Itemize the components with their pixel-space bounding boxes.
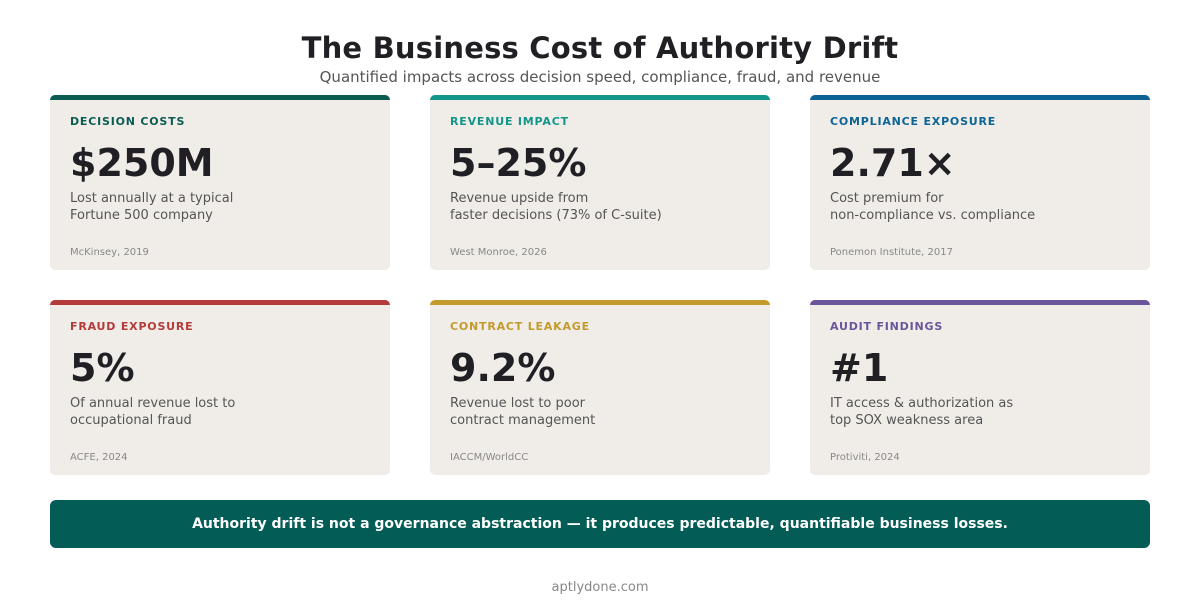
stat-card-decision-costs: DECISION COSTS $250M Lost annually at a … xyxy=(50,95,390,270)
card-accent-bar xyxy=(810,300,1150,305)
card-value: $250M xyxy=(70,141,214,185)
page-subtitle: Quantified impacts across decision speed… xyxy=(319,68,881,86)
card-accent-bar xyxy=(430,95,770,100)
card-description-line: contract management xyxy=(450,413,596,428)
stat-card-contract-leakage: CONTRACT LEAKAGE 9.2% Revenue lost to po… xyxy=(430,300,770,475)
card-description-line: Revenue lost to poor xyxy=(450,396,586,411)
card-label: CONTRACT LEAKAGE xyxy=(450,320,590,333)
card-description-line: Of annual revenue lost to xyxy=(70,396,236,411)
card-description: Revenue upside from faster decisions (73… xyxy=(450,190,750,224)
card-description-line: Revenue upside from xyxy=(450,191,589,206)
stat-card-audit-findings: AUDIT FINDINGS #1 IT access & authorizat… xyxy=(810,300,1150,475)
card-value: 9.2% xyxy=(450,346,556,390)
card-description: Lost annually at a typical Fortune 500 c… xyxy=(70,190,370,224)
stat-card-fraud-exposure: FRAUD EXPOSURE 5% Of annual revenue lost… xyxy=(50,300,390,475)
card-source: IACCM/WorldCC xyxy=(450,452,529,463)
card-description-line: Cost premium for xyxy=(830,191,944,206)
card-label: DECISION COSTS xyxy=(70,115,186,128)
card-label: FRAUD EXPOSURE xyxy=(70,320,194,333)
card-description-line: occupational fraud xyxy=(70,413,192,428)
page-title: The Business Cost of Authority Drift xyxy=(301,31,899,65)
card-accent-bar xyxy=(430,300,770,305)
card-accent-bar xyxy=(50,95,390,100)
card-source: West Monroe, 2026 xyxy=(450,247,547,258)
card-label: COMPLIANCE EXPOSURE xyxy=(830,115,997,128)
stat-card-grid: DECISION COSTS $250M Lost annually at a … xyxy=(50,95,1150,475)
card-description-line: top SOX weakness area xyxy=(830,413,984,428)
card-description: IT access & authorization as top SOX wea… xyxy=(830,395,1130,429)
card-source: Protiviti, 2024 xyxy=(830,452,900,463)
card-value: 5% xyxy=(70,346,135,390)
card-accent-bar xyxy=(810,95,1150,100)
card-description: Of annual revenue lost to occupational f… xyxy=(70,395,370,429)
key-takeaway-banner: Authority drift is not a governance abst… xyxy=(50,500,1150,548)
card-description-line: non-compliance vs. compliance xyxy=(830,208,1036,223)
card-value: 2.71× xyxy=(830,141,956,185)
card-source: McKinsey, 2019 xyxy=(70,247,149,258)
card-description: Revenue lost to poor contract management xyxy=(450,395,750,429)
card-description: Cost premium for non-compliance vs. comp… xyxy=(830,190,1130,224)
card-source: ACFE, 2024 xyxy=(70,452,128,463)
stat-card-compliance-exposure: COMPLIANCE EXPOSURE 2.71× Cost premium f… xyxy=(810,95,1150,270)
card-label: REVENUE IMPACT xyxy=(450,115,569,128)
card-value: 5–25% xyxy=(450,141,587,185)
card-description-line: IT access & authorization as xyxy=(830,396,1014,411)
footer-site-link: aptlydone.com xyxy=(551,580,649,595)
card-accent-bar xyxy=(50,300,390,305)
card-value: #1 xyxy=(830,346,889,390)
card-source: Ponemon Institute, 2017 xyxy=(830,247,953,258)
card-description-line: Lost annually at a typical xyxy=(70,191,234,206)
card-description-line: faster decisions (73% of C-suite) xyxy=(450,208,662,223)
stat-card-revenue-impact: REVENUE IMPACT 5–25% Revenue upside from… xyxy=(430,95,770,270)
card-label: AUDIT FINDINGS xyxy=(830,320,944,333)
card-description-line: Fortune 500 company xyxy=(70,208,213,223)
